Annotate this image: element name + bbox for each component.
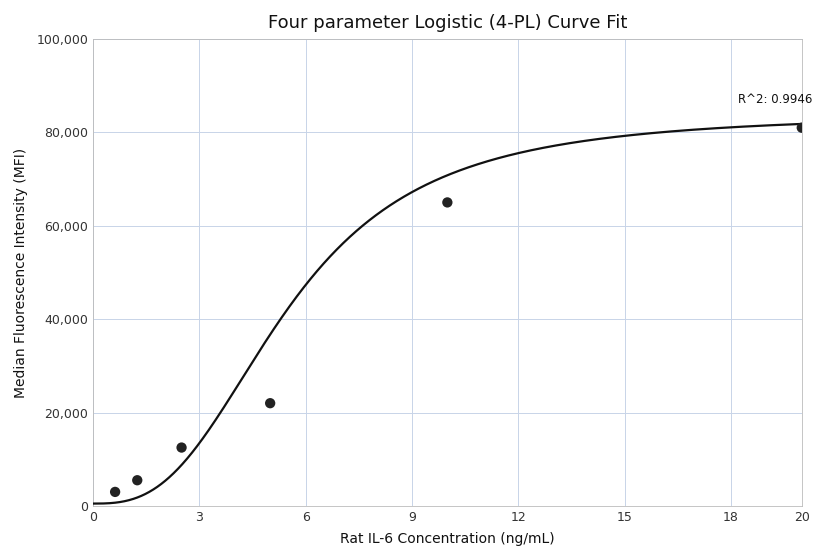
Point [441, 198, 454, 207]
Text: R^2: 0.9946: R^2: 0.9946 [738, 93, 812, 106]
Point [175, 443, 188, 452]
Point [795, 123, 809, 132]
Point [264, 399, 277, 408]
Title: Four parameter Logistic (4-PL) Curve Fit: Four parameter Logistic (4-PL) Curve Fit [268, 14, 627, 32]
Y-axis label: Median Fluorescence Intensity (MFI): Median Fluorescence Intensity (MFI) [14, 147, 28, 398]
Point [108, 487, 121, 496]
X-axis label: Rat IL-6 Concentration (ng/mL): Rat IL-6 Concentration (ng/mL) [340, 532, 555, 546]
Point [131, 476, 144, 485]
